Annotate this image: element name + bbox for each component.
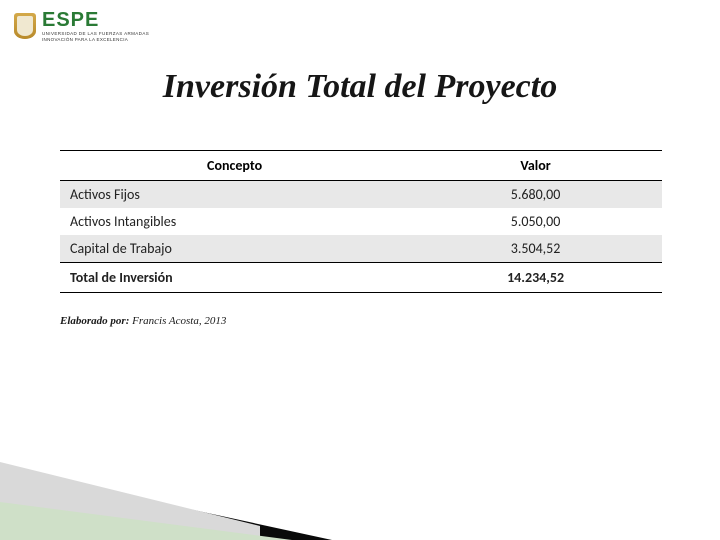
cell-concepto: Capital de Trabajo — [60, 235, 409, 263]
table-row: Activos Intangibles 5.050,00 — [60, 208, 662, 235]
cell-concepto: Activos Intangibles — [60, 208, 409, 235]
table-header-row: Concepto Valor — [60, 151, 662, 181]
page-title: Inversión Total del Proyecto — [0, 68, 720, 106]
brand-name: ESPE — [42, 10, 149, 30]
table-row: Capital de Trabajo 3.504,52 — [60, 235, 662, 263]
col-concepto: Concepto — [60, 151, 409, 181]
col-valor: Valor — [409, 151, 662, 181]
shield-icon — [14, 13, 36, 39]
cell-concepto: Activos Fijos — [60, 181, 409, 209]
cell-valor: 3.504,52 — [409, 235, 662, 263]
cell-valor: 5.680,00 — [409, 181, 662, 209]
table-row: Activos Fijos 5.680,00 — [60, 181, 662, 209]
source-label: Elaborado por: — [60, 315, 129, 327]
cell-valor: 5.050,00 — [409, 208, 662, 235]
source-line: Elaborado por: Francis Acosta, 2013 — [60, 315, 226, 327]
wedge-shape — [0, 502, 292, 540]
cell-total-label: Total de Inversión — [60, 263, 409, 293]
wedge-shape — [0, 468, 332, 540]
source-value: Francis Acosta, 2013 — [132, 315, 226, 327]
brand-subtitle-1: UNIVERSIDAD DE LAS FUERZAS ARMADAS — [42, 32, 149, 37]
brand-subtitle-2: INNOVACIÓN PARA LA EXCELENCIA — [42, 38, 149, 43]
brand-logo: ESPE UNIVERSIDAD DE LAS FUERZAS ARMADAS … — [14, 10, 149, 42]
cell-total-value: 14.234,52 — [409, 263, 662, 293]
wedge-shape — [0, 462, 260, 540]
investment-table: Concepto Valor Activos Fijos 5.680,00 Ac… — [60, 150, 662, 293]
brand-text: ESPE UNIVERSIDAD DE LAS FUERZAS ARMADAS … — [42, 10, 149, 42]
corner-decor — [0, 440, 340, 540]
table-total-row: Total de Inversión 14.234,52 — [60, 263, 662, 293]
